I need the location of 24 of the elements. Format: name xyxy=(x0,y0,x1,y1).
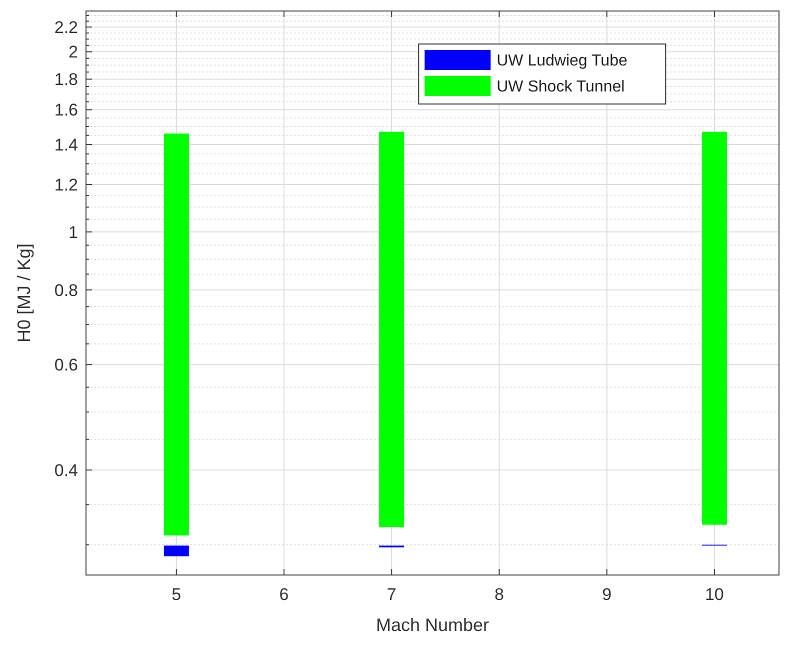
bar xyxy=(379,132,404,528)
legend-label: UW Shock Tunnel xyxy=(496,78,625,96)
y-tick-label: 1.8 xyxy=(54,70,78,90)
y-tick-label: 2 xyxy=(68,42,78,62)
y-tick-label: 2.2 xyxy=(54,18,78,37)
y-tick-label: 0.4 xyxy=(54,460,78,480)
x-tick-label: 7 xyxy=(386,585,396,604)
y-tick-label: 0.6 xyxy=(54,356,78,375)
y-tick-label: 1.6 xyxy=(54,100,78,120)
x-tick-label: 6 xyxy=(279,585,289,604)
x-tick-label: 9 xyxy=(602,585,612,604)
bar xyxy=(702,132,727,525)
x-tick-label: 10 xyxy=(704,585,724,604)
legend-label: UW Ludwieg Tube xyxy=(496,52,628,70)
y-tick-label: 1 xyxy=(68,222,78,242)
x-tick-label: 5 xyxy=(172,585,182,604)
x-axis-title: Mach Number xyxy=(376,615,490,635)
y-tick-label: 1.4 xyxy=(54,135,78,154)
y-axis-title: H0 [MJ / Kg] xyxy=(14,243,34,343)
y-tick-label: 1.2 xyxy=(54,175,78,194)
bar xyxy=(164,134,189,536)
bar xyxy=(164,546,189,556)
y-tick-label: 0.8 xyxy=(54,280,78,300)
x-tick-label: 8 xyxy=(494,585,504,604)
